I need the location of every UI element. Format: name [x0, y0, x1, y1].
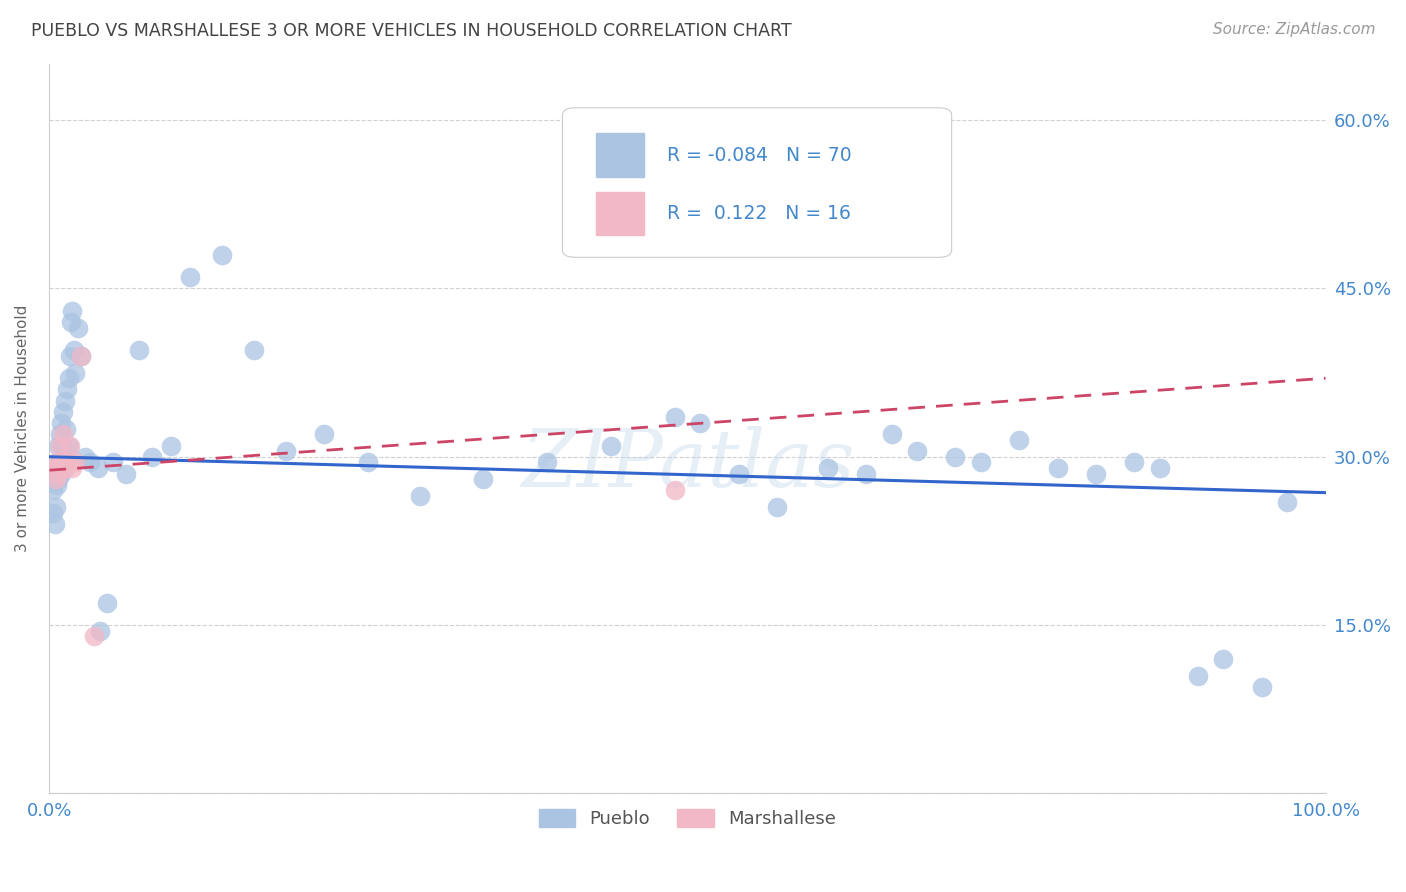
Point: [536, 455, 558, 469]
Point: [56, 383, 79, 397]
Point: [87, 461, 110, 475]
Point: [817, 461, 839, 475]
Point: [75, 450, 97, 464]
Point: [905, 444, 928, 458]
Point: [41, 467, 63, 481]
Point: [51, 455, 73, 469]
Point: [1008, 433, 1031, 447]
Point: [53, 393, 76, 408]
Point: [1187, 668, 1209, 682]
Point: [766, 500, 789, 515]
Point: [115, 467, 138, 481]
FancyBboxPatch shape: [562, 108, 952, 257]
Text: R = -0.084   N = 70: R = -0.084 N = 70: [666, 145, 852, 165]
Point: [46, 478, 69, 492]
Point: [46, 455, 69, 469]
Point: [1084, 467, 1107, 481]
Text: ZIPatlas: ZIPatlas: [520, 426, 855, 504]
Point: [49, 467, 72, 481]
Point: [62, 343, 84, 358]
Point: [49, 455, 72, 469]
Point: [48, 438, 70, 452]
Point: [970, 455, 993, 469]
Point: [52, 427, 75, 442]
Point: [53, 455, 76, 469]
Point: [66, 320, 89, 334]
Point: [83, 629, 105, 643]
Point: [880, 427, 903, 442]
Point: [727, 467, 749, 481]
Point: [46, 455, 69, 469]
Point: [1212, 651, 1234, 665]
Point: [664, 483, 686, 498]
Point: [945, 450, 967, 464]
Point: [274, 444, 297, 458]
Point: [42, 483, 65, 498]
Point: [179, 270, 201, 285]
Point: [96, 596, 118, 610]
Point: [1250, 680, 1272, 694]
Point: [53, 461, 76, 475]
Text: R =  0.122   N = 16: R = 0.122 N = 16: [666, 204, 851, 223]
Point: [472, 472, 495, 486]
Text: PUEBLO VS MARSHALLESE 3 OR MORE VEHICLES IN HOUSEHOLD CORRELATION CHART: PUEBLO VS MARSHALLESE 3 OR MORE VEHICLES…: [31, 22, 792, 40]
Point: [70, 349, 93, 363]
Point: [62, 461, 84, 475]
Point: [63, 455, 86, 469]
Point: [141, 450, 163, 464]
Point: [60, 315, 83, 329]
Point: [357, 455, 380, 469]
Bar: [596, 192, 644, 235]
Point: [59, 438, 82, 452]
Text: Source: ZipAtlas.com: Source: ZipAtlas.com: [1212, 22, 1375, 37]
Point: [55, 422, 77, 436]
Point: [58, 438, 80, 452]
Point: [45, 500, 67, 515]
Legend: Pueblo, Marshallese: Pueblo, Marshallese: [531, 802, 844, 836]
Point: [45, 461, 67, 475]
Point: [664, 410, 686, 425]
Point: [48, 438, 70, 452]
Point: [1277, 494, 1299, 508]
Point: [63, 366, 86, 380]
Point: [44, 461, 66, 475]
Point: [49, 416, 72, 430]
Y-axis label: 3 or more Vehicles in Household: 3 or more Vehicles in Household: [15, 305, 30, 552]
Point: [48, 455, 70, 469]
Point: [408, 489, 430, 503]
Point: [855, 467, 877, 481]
Point: [51, 461, 73, 475]
Point: [48, 427, 70, 442]
Point: [59, 349, 82, 363]
Point: [159, 438, 181, 452]
Point: [42, 506, 65, 520]
Point: [45, 472, 67, 486]
Point: [52, 405, 75, 419]
Point: [1149, 461, 1171, 475]
Point: [79, 455, 101, 469]
Point: [128, 343, 150, 358]
Point: [55, 444, 77, 458]
Point: [48, 472, 70, 486]
Point: [211, 248, 233, 262]
Point: [51, 438, 73, 452]
Point: [600, 438, 623, 452]
Point: [1123, 455, 1146, 469]
Point: [56, 455, 79, 469]
Bar: [596, 133, 644, 178]
Point: [48, 467, 70, 481]
Point: [58, 371, 80, 385]
Point: [62, 304, 84, 318]
Point: [242, 343, 264, 358]
Point: [70, 349, 93, 363]
Point: [1046, 461, 1069, 475]
Point: [312, 427, 335, 442]
Point: [689, 416, 711, 430]
Point: [103, 455, 125, 469]
Point: [44, 517, 66, 532]
Point: [89, 624, 111, 638]
